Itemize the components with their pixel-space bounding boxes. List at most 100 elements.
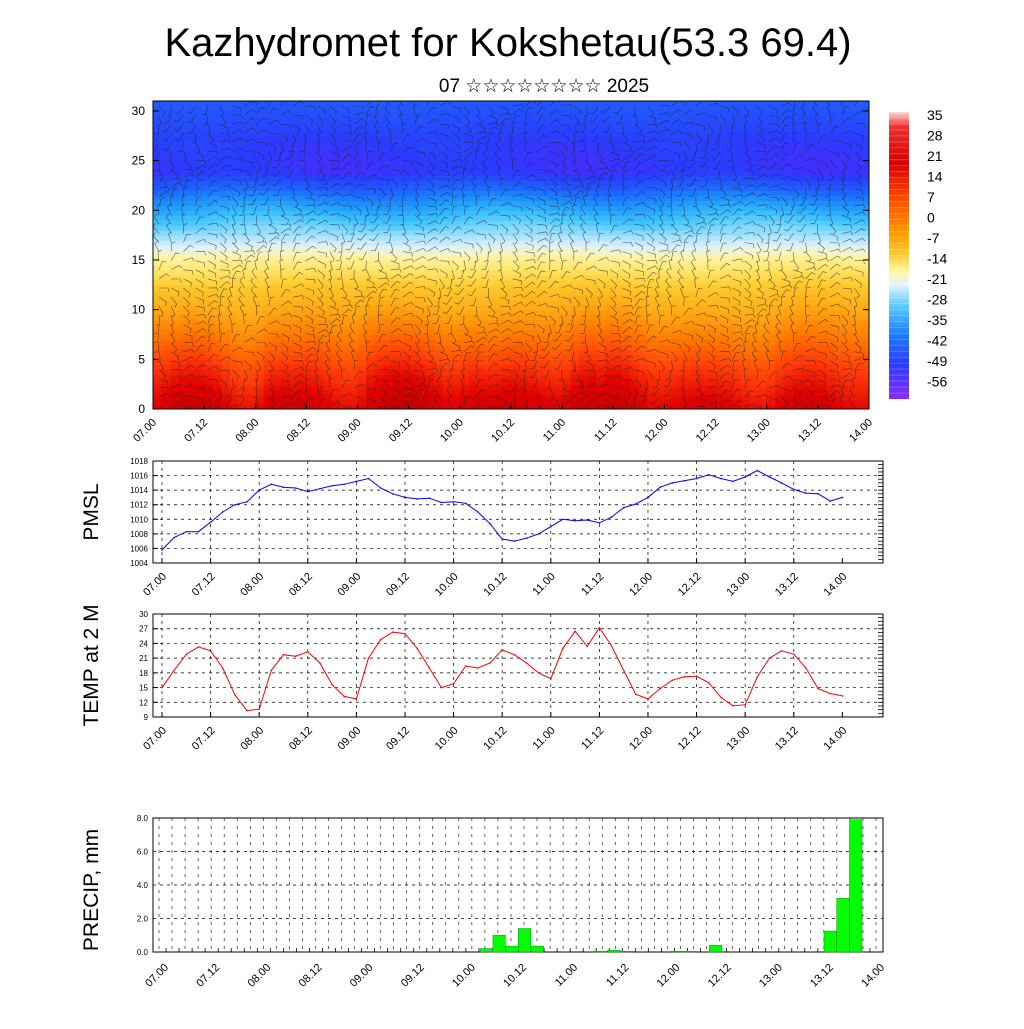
temperature-cell bbox=[459, 369, 469, 375]
temperature-cell bbox=[212, 180, 222, 187]
temperature-cell bbox=[451, 230, 461, 236]
temperature-cell bbox=[272, 344, 282, 350]
temperature-cell bbox=[357, 205, 367, 211]
temperature-cell bbox=[817, 299, 827, 306]
temperature-cell bbox=[246, 309, 256, 316]
temperature-cell bbox=[204, 105, 214, 112]
temperature-cell bbox=[204, 165, 214, 172]
temperature-cell bbox=[587, 215, 597, 221]
temperature-cell bbox=[502, 344, 512, 350]
temperature-cell bbox=[246, 334, 256, 341]
temperature-cell bbox=[340, 279, 350, 286]
temperature-cell bbox=[255, 165, 265, 172]
temperature-cell bbox=[272, 110, 282, 117]
temperature-cell bbox=[357, 349, 367, 355]
temperature-cell bbox=[383, 349, 393, 355]
temperature-cell bbox=[178, 125, 188, 132]
temperature-cell bbox=[690, 314, 700, 321]
temperature-cell bbox=[834, 349, 845, 355]
temperature-cell bbox=[314, 284, 325, 291]
temperature-cell bbox=[391, 185, 401, 192]
temperature-cell bbox=[170, 240, 180, 246]
temperature-cell bbox=[749, 120, 759, 127]
temperature-cell bbox=[749, 125, 759, 132]
temperature-cell bbox=[536, 200, 546, 206]
temperature-cell bbox=[630, 314, 640, 321]
temperature-cell bbox=[417, 200, 427, 206]
temperature-cell bbox=[374, 334, 384, 341]
temperature-cell bbox=[536, 215, 546, 221]
temperature-cell bbox=[374, 125, 384, 132]
temperature-cell bbox=[834, 394, 845, 400]
temperature-cell bbox=[340, 344, 350, 350]
temperature-cell bbox=[630, 245, 640, 251]
temperature-cell bbox=[263, 101, 273, 107]
temperature-cell bbox=[468, 294, 478, 301]
temperature-cell bbox=[374, 105, 384, 112]
temperature-cell bbox=[741, 175, 751, 182]
temperature-cell bbox=[349, 185, 359, 192]
temperature-cell bbox=[638, 235, 648, 241]
temperature-cell bbox=[400, 155, 410, 162]
temperature-cell bbox=[715, 279, 725, 286]
temperature-cell bbox=[690, 205, 700, 211]
temperature-cell bbox=[306, 264, 316, 271]
temperature-cell bbox=[724, 125, 734, 132]
temperature-cell bbox=[553, 255, 563, 261]
temperature-cell bbox=[391, 299, 401, 306]
temperature-cell bbox=[255, 299, 265, 306]
temperature-cell bbox=[195, 140, 205, 147]
temperature-cell bbox=[792, 259, 802, 266]
temperature-cell bbox=[289, 125, 299, 132]
temperature-cell bbox=[698, 165, 708, 172]
temperature-cell bbox=[545, 195, 555, 201]
temperature-cell bbox=[638, 329, 648, 336]
temperature-cell bbox=[476, 294, 487, 301]
temperature-cell bbox=[724, 235, 734, 241]
temperature-cell bbox=[553, 105, 563, 112]
temperature-cell bbox=[579, 259, 589, 266]
temperature-cell bbox=[596, 304, 606, 311]
temperature-cell bbox=[195, 250, 205, 256]
temperature-cell bbox=[314, 110, 325, 117]
temperature-cell bbox=[434, 304, 444, 311]
temperature-cell bbox=[672, 105, 683, 112]
temperature-cell bbox=[621, 210, 631, 216]
temperature-cell bbox=[391, 309, 401, 316]
temperature-cell bbox=[758, 165, 768, 172]
temperature-cell bbox=[519, 235, 529, 241]
temperature-cell bbox=[323, 314, 333, 321]
temperature-cell bbox=[672, 250, 683, 256]
temperature-cell bbox=[246, 319, 256, 326]
temperature-cell bbox=[255, 105, 265, 112]
temperature-cell bbox=[391, 115, 401, 122]
temperature-cell bbox=[246, 404, 256, 409]
temperature-cell bbox=[280, 364, 290, 370]
temperature-cell bbox=[374, 324, 384, 331]
temperature-cell bbox=[153, 120, 163, 127]
temperature-cell bbox=[724, 289, 734, 296]
temperature-cell bbox=[655, 235, 666, 241]
temperature-cell bbox=[596, 319, 606, 326]
temperature-cell bbox=[604, 279, 614, 286]
temperature-cell bbox=[349, 314, 359, 321]
temperature-cell bbox=[383, 294, 393, 301]
temperature-cell bbox=[724, 101, 734, 107]
temperature-cell bbox=[690, 259, 700, 266]
temperature-cell bbox=[638, 314, 648, 321]
temperature-cell bbox=[553, 190, 563, 196]
temperature-cell bbox=[809, 394, 819, 400]
temperature-cell bbox=[357, 304, 367, 311]
temperature-cell bbox=[391, 314, 401, 321]
temperature-cell bbox=[834, 334, 845, 341]
temperature-cell bbox=[306, 165, 316, 172]
temperature-cell bbox=[272, 309, 282, 316]
temperature-cell bbox=[809, 379, 819, 385]
temperature-cell bbox=[408, 309, 418, 316]
temperature-cell bbox=[681, 329, 691, 336]
temperature-cell bbox=[263, 135, 273, 142]
temperature-cell bbox=[758, 359, 768, 365]
temperature-cell bbox=[408, 274, 418, 281]
temperature-cell bbox=[476, 205, 487, 211]
temperature-cell bbox=[434, 155, 444, 162]
